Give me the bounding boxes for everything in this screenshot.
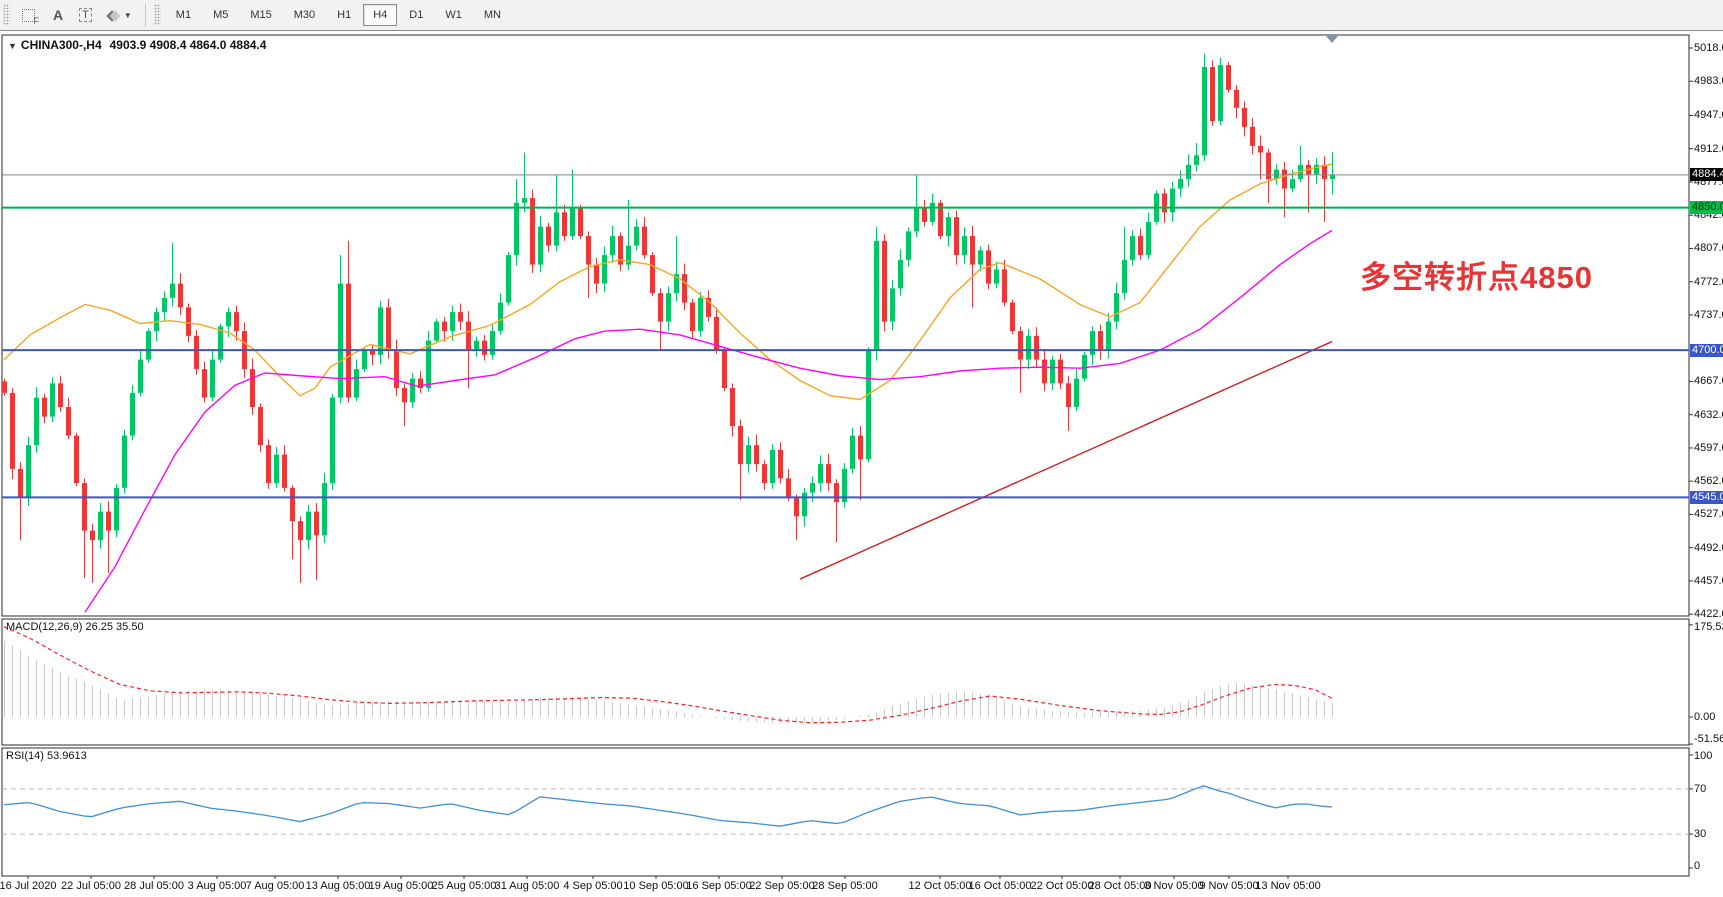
template-grid-tool-button[interactable]: F [15, 3, 44, 27]
price-tick-label: 4983.0 [1694, 75, 1723, 88]
date-label: 9 Nov 05:00 [1199, 880, 1259, 892]
date-label: 25 Aug 05:00 [431, 880, 497, 892]
price-marker-4700.0: 4700.0 [1690, 343, 1723, 357]
price-tick-label: 4457.0 [1694, 574, 1723, 587]
panel-frame-2 [1, 747, 1690, 877]
date-label: 16 Jul 2020 [0, 880, 57, 892]
rsi-line [3, 785, 1333, 827]
drawing-tools-group: F A T ▼ [14, 3, 140, 27]
panel-frame-0 [1, 34, 1690, 617]
date-label: 12 Oct 05:00 [908, 880, 972, 892]
date-label: 13 Nov 05:00 [1255, 880, 1321, 892]
price-tick-label: 4947.0 [1694, 109, 1723, 122]
macd-tick-label: 0.00 [1694, 711, 1716, 723]
timeframe-buttons-group: M1 M5 M15 M30 H1 H4 D1 W1 MN [165, 4, 512, 26]
timeframe-button-m15[interactable]: M15 [240, 4, 281, 26]
price-tick-label: 4632.0 [1694, 408, 1723, 421]
date-label: 22 Sep 05:00 [749, 880, 815, 892]
caret-down-icon: ▼ [123, 10, 132, 20]
chart-ohlc-values: 4903.9 4908.4 4864.0 4884.4 [109, 38, 267, 52]
text-icon: T [79, 8, 92, 22]
rsi-label: RSI(14) 53.9613 [6, 750, 87, 762]
date-label: 3 Nov 05:00 [1144, 880, 1204, 892]
last-bar-marker-icon [1326, 36, 1338, 43]
macd-tick-label: 175.53 [1694, 621, 1723, 633]
timeframe-button-w1[interactable]: W1 [435, 4, 472, 26]
date-label: 3 Aug 05:00 [187, 880, 247, 892]
chevron-down-icon[interactable]: ▼ [8, 41, 17, 51]
date-label: 19 Aug 05:00 [368, 880, 434, 892]
toolbar: F A T ▼ M1 M5 M15 M30 H1 H4 D1 W1 MN [0, 0, 1723, 31]
timeframe-button-m1[interactable]: M1 [166, 4, 201, 26]
date-label: 22 Jul 05:00 [61, 880, 121, 892]
timeframe-button-mn[interactable]: MN [474, 4, 511, 26]
price-tick-label: 4492.0 [1694, 541, 1723, 554]
candlestick-series [2, 53, 1335, 583]
price-tick-label: 4597.0 [1694, 441, 1723, 454]
date-label: 22 Oct 05:00 [1030, 880, 1094, 892]
date-label: 16 Sep 05:00 [686, 880, 752, 892]
price-marker-4850.0: 4850.0 [1690, 201, 1723, 215]
ma-fast-line [3, 163, 1333, 401]
timeframe-button-h1[interactable]: H1 [327, 4, 361, 26]
trendline[interactable] [799, 340, 1333, 580]
price-marker-4884.4: 4884.4 [1690, 168, 1723, 182]
toolbar-drag-handle[interactable] [3, 4, 10, 26]
price-tick-label: 5018.0 [1694, 42, 1723, 54]
grid-f-icon: F [22, 8, 39, 26]
price-tick-label: 4772.0 [1694, 275, 1723, 288]
chart-symbol-period: CHINA300-,H4 [20, 38, 102, 52]
toolbar-separator [144, 3, 146, 27]
date-label: 16 Oct 05:00 [968, 880, 1032, 892]
text-tool-button[interactable]: T [72, 3, 99, 27]
timeframe-button-m30[interactable]: M30 [284, 4, 325, 26]
timeframe-button-m5[interactable]: M5 [203, 4, 238, 26]
price-tick-label: 4422.0 [1694, 608, 1723, 621]
date-label: 4 Sep 05:00 [563, 880, 623, 892]
price-tick-label: 4807.0 [1694, 242, 1723, 255]
text-label-icon: A [53, 7, 64, 23]
price-tick-label: 4737.0 [1694, 308, 1723, 321]
text-label-tool-button[interactable]: A [46, 3, 70, 27]
date-label: 28 Sep 05:00 [812, 880, 878, 892]
macd-histogram [4, 640, 1333, 724]
ma-slow-line [84, 229, 1333, 613]
price-marker-4545.0: 4545.0 [1690, 490, 1723, 504]
rsi-tick-label: 30 [1694, 828, 1707, 841]
date-label: 28 Jul 05:00 [124, 880, 184, 892]
date-label: 10 Sep 05:00 [623, 880, 689, 892]
annotation-text[interactable]: 多空转折点4850 [1360, 260, 1593, 295]
macd-signal-line [3, 626, 1333, 724]
date-label: 13 Aug 05:00 [305, 880, 371, 892]
shapes-tool-button[interactable]: ▼ [101, 3, 139, 27]
macd-tick-label: -51.56 [1694, 733, 1723, 745]
timeframe-button-h4[interactable]: H4 [363, 4, 398, 26]
price-tick-label: 4527.0 [1694, 508, 1723, 521]
date-label: 31 Aug 05:00 [494, 880, 560, 892]
date-label: 7 Aug 05:00 [245, 880, 305, 892]
timeframe-toolbar-drag-handle[interactable] [153, 4, 161, 26]
price-tick-label: 4562.0 [1694, 475, 1723, 488]
panel-frame-1 [1, 618, 1690, 746]
price-tick-label: 4912.0 [1694, 142, 1723, 155]
macd-label: MACD(12,26,9) 26.25 35.50 [6, 621, 144, 633]
timeframe-button-d1[interactable]: D1 [399, 4, 433, 26]
price-tick-label: 4667.0 [1694, 375, 1723, 388]
rsi-tick-label: 70 [1694, 782, 1707, 795]
date-label: 28 Oct 05:00 [1088, 880, 1152, 892]
rsi-tick-label: 100 [1694, 750, 1713, 762]
chart-title: ▼ CHINA300-,H4 4903.9 4908.4 4864.0 4884.4 [8, 38, 266, 52]
rsi-tick-label: 0 [1694, 860, 1701, 872]
